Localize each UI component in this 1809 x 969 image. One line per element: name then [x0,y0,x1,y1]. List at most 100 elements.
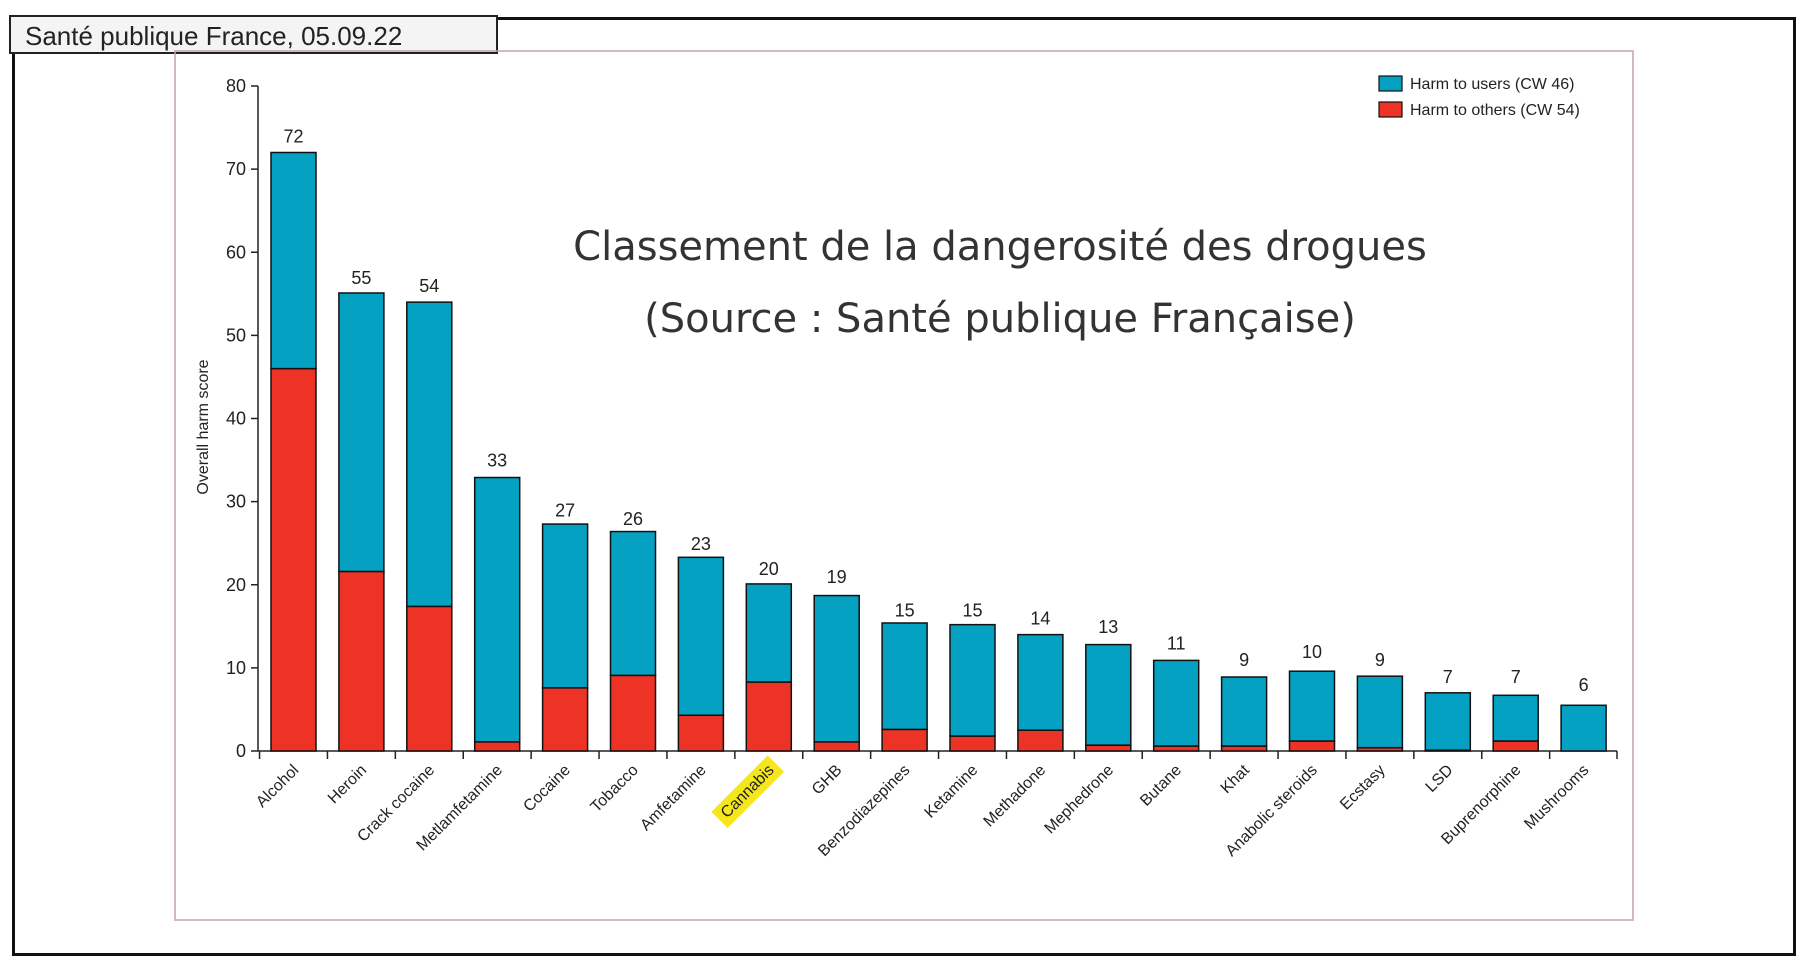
x-category-label-group: Heroin [325,762,370,807]
x-category-label: Cocaine [520,762,574,816]
bar-segment-harm-to-users [813,594,860,743]
chart-panel [174,50,1634,921]
x-category-label: Tobacco [588,762,642,816]
bar-segment-harm-to-others [338,570,385,752]
bar-total-label: 11 [1167,634,1186,654]
x-category-label: GHB [809,762,846,799]
bar-segment-harm-to-others [1017,729,1064,752]
x-category-label: LSD [1423,762,1457,796]
x-category-label: Heroin [325,762,370,807]
bar-segment-harm-to-users [1288,670,1336,742]
x-category-label: Alcohol [253,762,302,811]
bar-segment-harm-to-users [745,583,793,683]
x-category-label-group: Khat [1218,761,1254,797]
bar-total-label: 55 [351,268,371,288]
x-category-label-group: Tobacco [588,762,642,816]
x-category-label-group: Mephedrone [1042,762,1118,838]
y-tick-label: 40 [226,409,246,429]
category-highlight [711,755,784,828]
legend-label-others: Harm to others (CW 54) [1410,102,1580,119]
x-category-label: Mushrooms [1521,762,1592,833]
x-category-label-group: Butane [1137,762,1185,810]
bar-total-label: 27 [555,501,575,521]
x-category-label-group: Ecstasy [1337,762,1389,814]
y-tick-label: 10 [226,658,246,678]
y-tick-label: 0 [236,741,246,761]
bar-total-label: 20 [759,559,779,579]
bar-segment-harm-to-users [1220,676,1268,747]
bar-total-label: 23 [691,534,711,554]
bar-segment-harm-to-others [270,367,317,752]
legend: Harm to users (CW 46) Harm to others (CW… [1378,75,1580,119]
bar-segment-harm-to-users [541,523,589,689]
x-category-label: Mephedrone [1042,762,1118,838]
y-tick-label: 30 [226,492,246,512]
bar-segment-harm-to-others [1085,744,1132,752]
bar-segment-harm-to-users [1356,675,1404,749]
source-tag: Santé publique France, 05.09.22 [9,15,498,54]
x-category-label-group: Cannabis [711,755,784,828]
x-category-label-group: GHB [809,762,846,799]
bar-segment-harm-to-users [473,476,521,743]
bar-segment-harm-to-others [813,741,860,752]
legend-swatch-others [1378,101,1403,118]
x-category-label-group: LSD [1423,762,1457,796]
bar-segment-harm-to-users [338,292,385,573]
x-category-label-group: Mushrooms [1521,762,1592,833]
y-tick-label: 50 [226,325,246,345]
bar-total-label: 13 [1098,617,1118,637]
y-tick-label: 60 [226,242,246,262]
x-category-label-group: Alcohol [253,762,302,811]
bar-total-label: 10 [1302,642,1322,662]
x-category-label-group: Ketamine [922,762,982,822]
bar-segment-harm-to-users [406,301,453,608]
y-axis-label: Overall harm score [195,359,212,494]
bar-segment-harm-to-users [270,151,317,370]
x-category-label-group: Methadone [981,762,1050,831]
bar-segment-harm-to-others [609,674,657,752]
chart-title: Classement de la dangerosité des drogues [573,224,1427,270]
x-category-label-group: Cocaine [520,762,574,816]
bar-segment-harm-to-users [881,622,928,731]
bar-segment-harm-to-others [677,714,725,752]
bar-total-label: 7 [1443,667,1453,687]
bar-segment-harm-to-others [541,687,589,752]
bar-segment-harm-to-users [949,623,996,737]
bar-total-label: 14 [1030,609,1050,629]
bar-segment-harm-to-users [1424,692,1472,751]
bar-segment-harm-to-others [1492,740,1539,752]
bar-total-label: 7 [1511,667,1521,687]
x-category-label: Methadone [981,762,1050,831]
x-category-label: Amfetamine [637,762,709,834]
bar-segment-harm-to-users [677,556,725,717]
bar-segment-harm-to-users [1492,694,1539,742]
bar-total-label: 9 [1375,650,1385,670]
x-category-label: Cannabis [718,762,778,822]
x-category-label: Khat [1218,761,1254,797]
bar-total-label: 6 [1579,675,1589,695]
bar-segment-harm-to-others [406,605,453,752]
bar-segment-harm-to-others [1288,740,1336,752]
bar-total-label: 72 [283,127,303,147]
chart-subtitle: (Source : Santé publique Française) [644,296,1356,342]
bar-total-label: 19 [827,567,847,587]
x-category-label: Ecstasy [1337,762,1389,814]
bar-segment-harm-to-others [881,728,928,752]
bar-segment-harm-to-others [745,681,793,752]
bar-segment-harm-to-users [1152,659,1200,747]
bar-segment-harm-to-users [1017,633,1064,731]
bar-segment-harm-to-users [1560,704,1607,752]
bar-segment-harm-to-users [609,530,657,677]
bar-total-label: 54 [419,276,439,296]
x-category-label: Ketamine [922,762,982,822]
bar-segment-harm-to-others [473,741,521,752]
bar-total-label: 15 [895,600,915,620]
bar-total-label: 15 [962,600,982,620]
x-category-label: Butane [1137,762,1185,810]
x-category-label-group: Amfetamine [637,762,709,834]
y-tick-label: 20 [226,575,246,595]
bar-total-label: 26 [623,509,643,529]
bar-total-label: 33 [487,451,507,471]
bar-segment-harm-to-others [949,735,996,752]
